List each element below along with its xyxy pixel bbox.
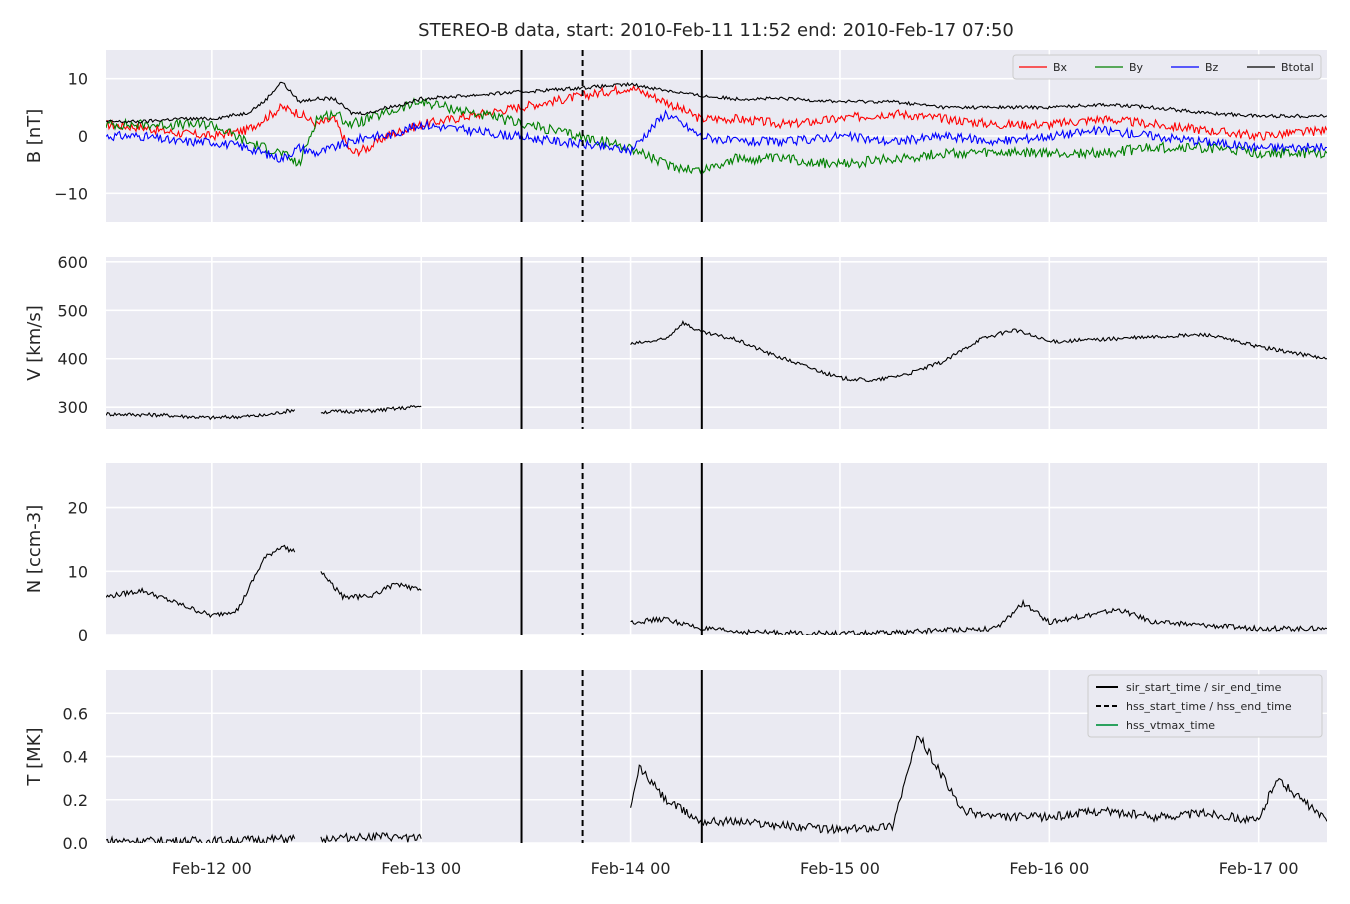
y-tick-label: 10 <box>68 562 88 581</box>
chart-title: STEREO-B data, start: 2010-Feb-11 11:52 … <box>418 20 1014 41</box>
series-line-n <box>630 598 1327 635</box>
series-line-bz <box>106 109 1327 163</box>
y-tick-label: 0.0 <box>63 834 88 853</box>
series-group <box>106 320 1327 421</box>
legend-label-by: By <box>1129 61 1144 74</box>
y-tick-label: 0.2 <box>63 791 88 810</box>
panel-n: 0 10 20 N [ccm-3] <box>24 463 1327 645</box>
y-tick-label: 400 <box>57 350 88 369</box>
y-axis-label: T [MK] <box>24 727 45 786</box>
series-line-by <box>106 97 1327 175</box>
series-group <box>106 81 1327 175</box>
y-axis-label: N [ccm-3] <box>24 505 45 594</box>
x-tick-label: Feb-16 00 <box>1009 859 1089 878</box>
series-group <box>106 544 1327 635</box>
x-tick-label: Feb-17 00 <box>1219 859 1299 878</box>
x-tick-label: Feb-12 00 <box>172 859 252 878</box>
x-tick-label: Feb-13 00 <box>381 859 461 878</box>
plot-area <box>106 463 1327 635</box>
series-line-t <box>106 833 296 843</box>
legend-label: sir_start_time / sir_end_time <box>1126 681 1282 694</box>
y-axis-label: B [nT] <box>24 109 45 164</box>
legend-label-bz: Bz <box>1205 61 1219 74</box>
legend-label-bx: Bx <box>1053 61 1068 74</box>
y-tick-label: 0 <box>78 127 88 146</box>
series-line-n <box>106 544 296 619</box>
legend-label: hss_start_time / hss_end_time <box>1126 700 1292 713</box>
y-tick-label: 0.6 <box>63 704 88 723</box>
legend-label-btotal: Btotal <box>1281 61 1314 74</box>
x-tick-label: Feb-15 00 <box>800 859 880 878</box>
series-line-btotal <box>106 81 1327 124</box>
legend-box <box>1012 54 1322 80</box>
y-tick-label: 500 <box>57 301 88 320</box>
series-line-v <box>106 408 296 421</box>
series-line-v <box>320 404 422 415</box>
y-tick-label: −10 <box>54 184 88 203</box>
series-line-t <box>630 735 1327 835</box>
plot-area <box>106 257 1327 429</box>
y-axis-label: V [km/s] <box>24 305 45 380</box>
legend-label: hss_vtmax_time <box>1126 719 1215 732</box>
series-line-v <box>630 320 1327 383</box>
b-legend: Bx By Bz Btotal <box>1012 54 1322 80</box>
series-line-t <box>320 831 422 843</box>
panel-t: 0.0 0.2 0.4 0.6 T [MK] sir_start_time / sir_e… <box>24 670 1327 878</box>
legend-box <box>1087 674 1323 738</box>
y-tick-label: 0 <box>78 626 88 645</box>
y-tick-label: 600 <box>57 253 88 272</box>
t-legend: sir_start_time / sir_end_time hss_start_t… <box>1087 674 1323 738</box>
y-tick-label: 0.4 <box>63 748 88 767</box>
x-tick-label: Feb-14 00 <box>591 859 671 878</box>
series-line-bx <box>106 84 1327 158</box>
y-tick-label: 10 <box>68 70 88 89</box>
panel-b: −10 0 10 B [nT] Bx By Bz Btotal <box>24 50 1327 222</box>
series-group <box>106 735 1327 843</box>
y-tick-label: 20 <box>68 499 88 518</box>
panel-v: 300 400 500 600 V [km/s] <box>24 253 1327 429</box>
series-line-n <box>320 571 422 602</box>
y-tick-label: 300 <box>57 398 88 417</box>
